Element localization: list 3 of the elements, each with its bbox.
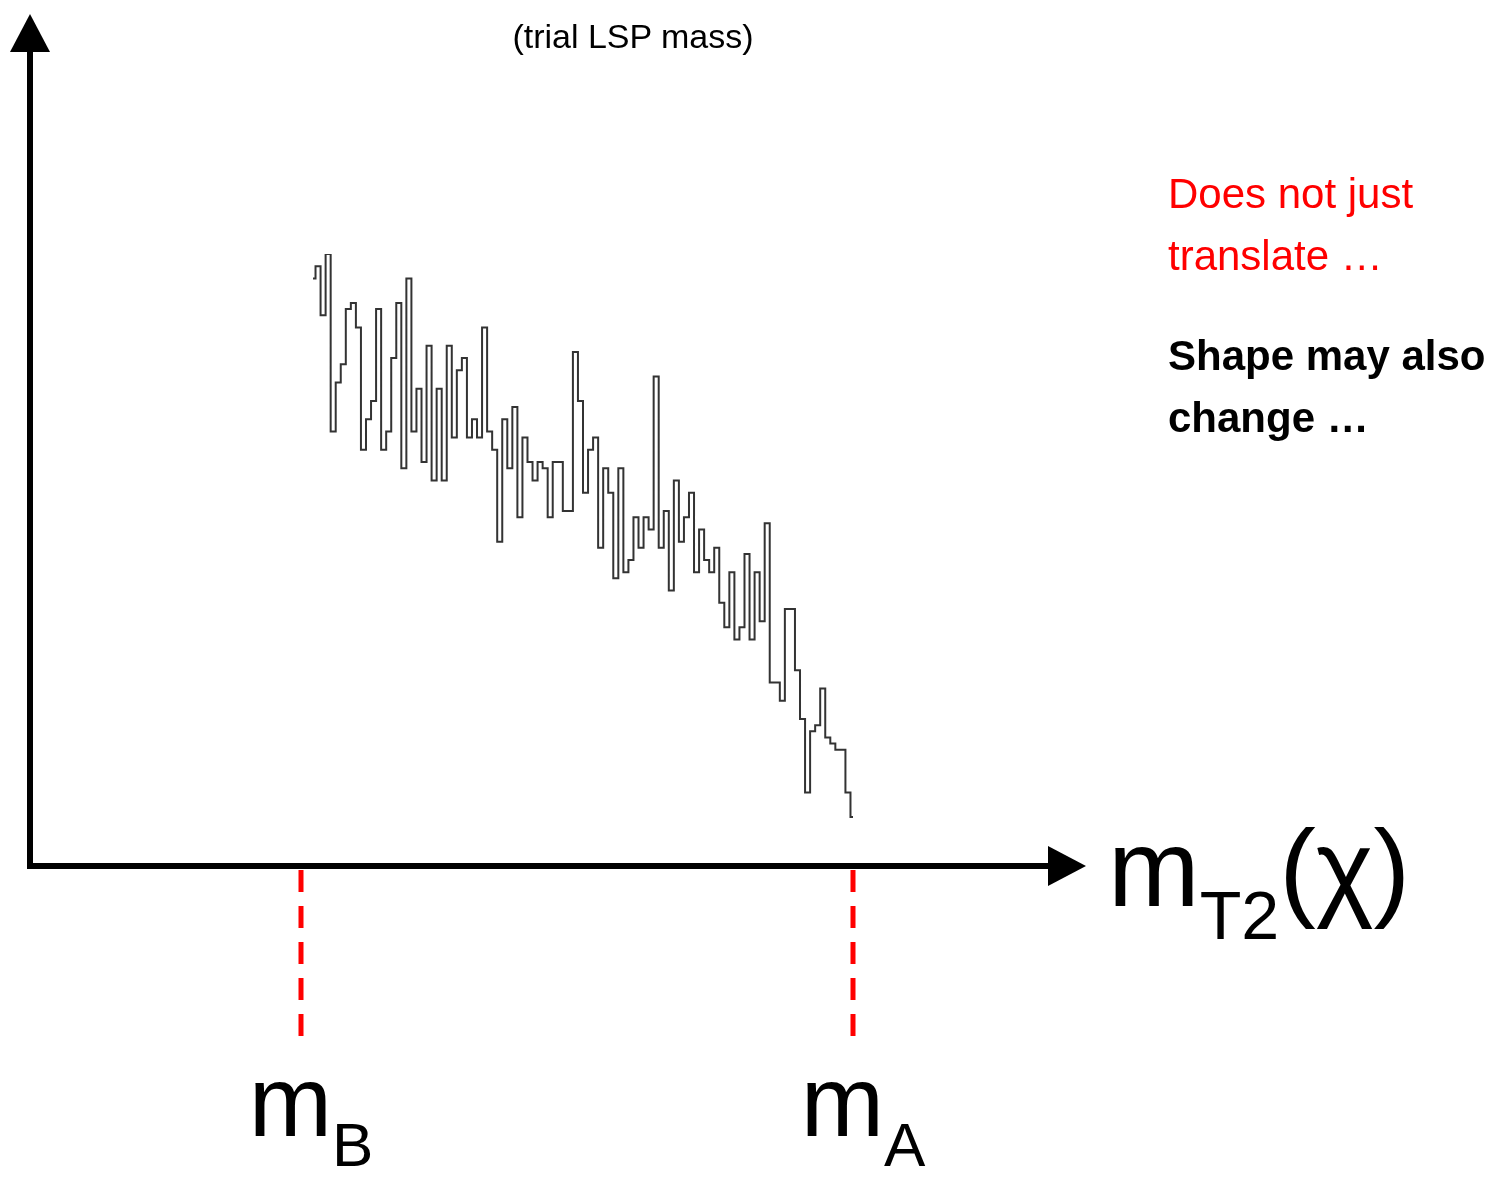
text: Shape may also change … [1168,332,1486,441]
chart-title: (trial LSP mass) [512,17,754,55]
text: Does not just translate … [1168,170,1414,279]
